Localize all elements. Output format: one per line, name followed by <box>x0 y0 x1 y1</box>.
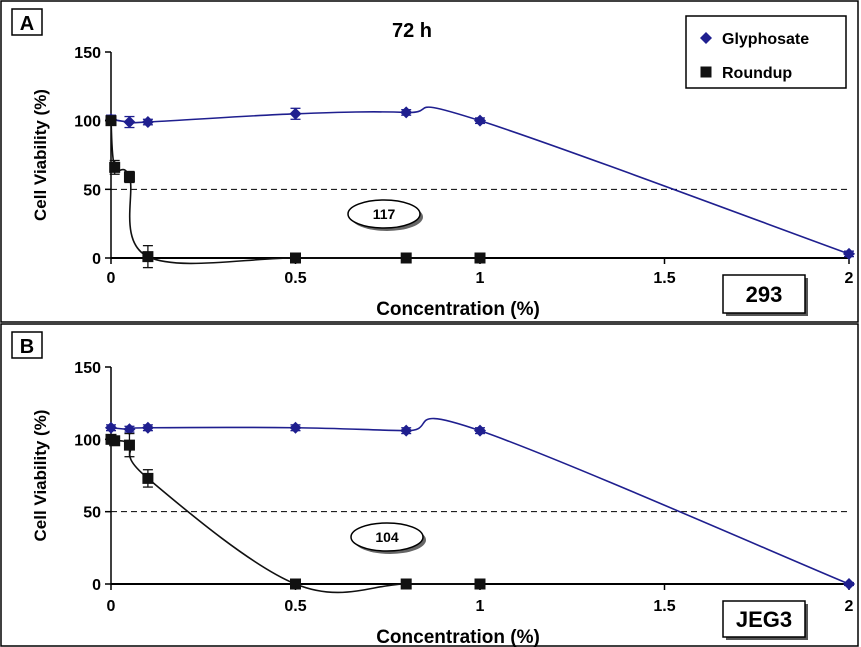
data-point <box>141 116 154 129</box>
x-tick-label: 2 <box>845 270 854 287</box>
data-point <box>142 251 154 263</box>
x-tick-label: 0.5 <box>284 598 306 615</box>
data-point <box>105 115 117 127</box>
annotation-text: 104 <box>375 529 399 545</box>
x-tick-label: 1.5 <box>653 270 675 287</box>
x-tick-label: 0.5 <box>284 270 306 287</box>
data-point <box>290 252 301 264</box>
chart-title: 72 h <box>392 20 432 42</box>
annotation: 117 <box>347 199 423 231</box>
data-point <box>109 435 121 447</box>
chart-a-svg: A 72 h 0 50 100 150 0 0.5 1 1.5 2 Concentration (%)… <box>0 0 859 323</box>
y-tick-label: 100 <box>74 432 101 449</box>
panel-label-text: B <box>20 336 34 358</box>
legend: Glyphosate Roundup <box>685 15 847 89</box>
chart-b-svg: B 0 50 100 150 0 0.5 1 1.5 2 Concentration (%) Cell… <box>0 323 859 647</box>
y-tick-label: 150 <box>74 360 101 377</box>
data-point <box>843 247 855 260</box>
panel-label: A <box>11 8 43 36</box>
panel-border <box>0 323 859 647</box>
x-tick-label: 1.5 <box>653 598 675 615</box>
data-point <box>123 439 135 451</box>
y-axis-label: Cell Viability (%) <box>31 410 50 542</box>
cell-line-label: 293 <box>722 274 808 316</box>
annotation: 104 <box>350 522 426 554</box>
data-point <box>123 423 136 436</box>
annotation-ellipse <box>350 522 424 552</box>
cell-line-box <box>722 274 806 314</box>
cell-line-label: JEG3 <box>722 600 808 640</box>
y-tick-label: 0 <box>92 577 101 594</box>
x-axis-label: Concentration (%) <box>376 299 540 320</box>
data-point <box>109 161 121 173</box>
legend-box <box>685 15 847 89</box>
panel-label-box <box>11 8 43 36</box>
x-axis-label: Concentration (%) <box>376 627 540 647</box>
data-point <box>123 171 135 183</box>
data-point <box>474 578 486 590</box>
chart-panel-a: A 72 h 0 50 100 150 0 0.5 1 1.5 2 Concentration (%)… <box>0 0 861 323</box>
series-glyphosate <box>105 417 855 590</box>
cell-line-box <box>722 600 806 638</box>
data-point <box>474 114 486 127</box>
data-point <box>400 252 412 264</box>
data-point <box>123 116 136 129</box>
legend-label: Glyphosate <box>722 31 809 48</box>
data-point <box>843 578 855 590</box>
data-point <box>290 578 301 590</box>
annotation-ellipse <box>347 199 421 229</box>
y-tick-label: 100 <box>74 114 101 131</box>
y-tick-label: 150 <box>74 45 101 62</box>
data-point <box>289 421 302 434</box>
panel-label-text: A <box>20 13 34 35</box>
data-point <box>400 106 413 119</box>
x-tick-label: 2 <box>845 598 854 615</box>
cell-line-text: JEG3 <box>736 607 792 632</box>
panel-label: B <box>11 331 43 359</box>
y-tick-label: 50 <box>83 505 101 522</box>
cell-line-text: 293 <box>746 282 783 307</box>
data-point <box>474 424 486 437</box>
legend-marker <box>700 66 712 78</box>
chart-panel-b: B 0 50 100 150 0 0.5 1 1.5 2 Concentration (%) Cell… <box>0 323 861 647</box>
data-point <box>400 424 413 437</box>
annotation-text: 117 <box>373 206 396 222</box>
data-point <box>289 107 302 120</box>
x-tick-label: 0 <box>107 270 116 287</box>
x-tick-label: 1 <box>476 598 485 615</box>
y-tick-label: 50 <box>83 182 101 199</box>
data-point <box>141 421 154 434</box>
y-axis-label: Cell Viability (%) <box>31 89 50 221</box>
series-roundup <box>105 115 486 269</box>
series-roundup <box>105 432 486 594</box>
y-tick-label: 0 <box>92 251 101 268</box>
data-point <box>142 472 154 484</box>
data-point <box>105 421 117 434</box>
data-point <box>474 252 486 264</box>
data-point <box>400 578 412 590</box>
legend-label: Roundup <box>722 65 792 82</box>
legend-marker <box>700 32 712 44</box>
x-tick-label: 1 <box>476 270 485 287</box>
panel-label-box <box>11 331 43 359</box>
x-tick-label: 0 <box>107 598 116 615</box>
